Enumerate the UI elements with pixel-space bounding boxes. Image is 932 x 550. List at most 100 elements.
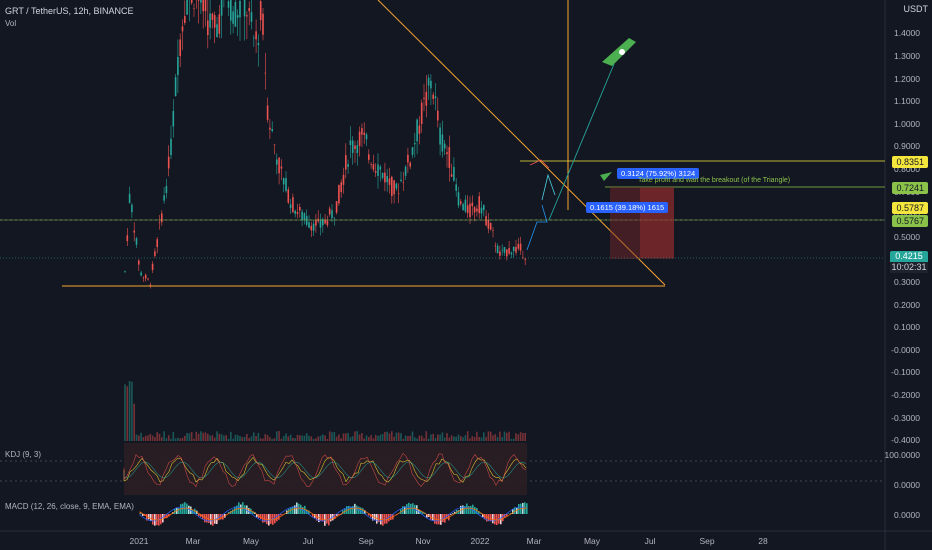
candle-body xyxy=(236,15,239,18)
time-tick: 28 xyxy=(758,536,768,546)
volume-bar xyxy=(331,432,333,441)
macd-bar xyxy=(404,506,406,514)
volume-bar xyxy=(460,436,462,441)
candle-body xyxy=(216,24,218,38)
price-tick: 0.1000 xyxy=(894,322,920,333)
volume-bar xyxy=(197,433,200,441)
volume-bar xyxy=(190,431,193,441)
volume-bar xyxy=(515,433,517,441)
candle-body xyxy=(151,263,154,271)
candle-body xyxy=(427,77,430,86)
volume-bar xyxy=(416,438,418,441)
macd-bar xyxy=(496,514,498,526)
macd-bar xyxy=(484,514,486,520)
macd-bar xyxy=(290,507,292,514)
volume-bar xyxy=(174,438,177,441)
macd-bar xyxy=(336,514,338,516)
time-tick: Nov xyxy=(415,536,431,546)
measure-label-lower[interactable]: 0.1615 (39.18%) 1615 xyxy=(586,202,669,213)
macd-bar xyxy=(490,514,492,522)
macd-bar xyxy=(368,514,370,516)
candle-body xyxy=(138,260,140,265)
candle-body xyxy=(209,13,211,28)
macd-bar xyxy=(476,507,478,514)
macd-bar xyxy=(198,514,200,517)
macd-label[interactable]: MACD (12, 26, close, 9, EMA, EMA) xyxy=(5,502,134,511)
candle-body xyxy=(377,164,379,176)
volume-bar xyxy=(363,438,365,441)
macd-bar xyxy=(464,506,466,514)
candle-body xyxy=(379,166,382,170)
macd-bar xyxy=(168,514,170,517)
kdj-tick: 0.0000 xyxy=(894,480,920,490)
volume-bar xyxy=(156,432,158,441)
macd-bar xyxy=(462,505,464,514)
macd-bar xyxy=(348,505,350,514)
volume-bar xyxy=(342,433,345,441)
kdj-label[interactable]: KDJ (9, 3) xyxy=(5,450,42,459)
volume-bar xyxy=(464,435,467,441)
time-tick: 2021 xyxy=(129,536,149,546)
candle-body xyxy=(190,0,193,3)
volume-bar xyxy=(384,432,386,441)
volume-bar xyxy=(489,431,492,441)
volume-bar xyxy=(271,438,273,441)
volume-bar xyxy=(407,436,409,441)
current-price-badge: 0.4215 10:02:31 xyxy=(890,251,928,273)
annotation-text[interactable]: Take profit and wait the breakout (of th… xyxy=(638,177,791,184)
kdj-k-line xyxy=(123,456,527,483)
volume-bar xyxy=(186,432,188,441)
candle-body xyxy=(303,213,306,220)
candle-body xyxy=(170,138,172,156)
volume-bar xyxy=(457,434,460,441)
candle-body xyxy=(407,154,409,163)
volume-bar xyxy=(400,433,402,441)
volume-bar xyxy=(503,431,506,441)
candle-body xyxy=(246,15,248,17)
macd-bar xyxy=(398,513,400,514)
currency-label[interactable]: USDT xyxy=(903,4,929,14)
volume-bar xyxy=(420,435,423,441)
candle-body xyxy=(253,37,255,39)
symbol-title[interactable]: GRT / TetherUS, 12h, BINANCE xyxy=(5,6,134,16)
time-tick: Mar xyxy=(526,536,542,546)
candle-body xyxy=(156,239,158,248)
volume-bar xyxy=(388,433,391,441)
volume-bar xyxy=(227,438,230,441)
flag-icon xyxy=(600,172,612,181)
candle-body xyxy=(184,16,186,23)
volume-bar xyxy=(216,431,218,441)
price-tick: 1.2000 xyxy=(894,73,920,84)
candle-body xyxy=(462,203,464,211)
volume-bar xyxy=(154,437,156,441)
volume-bar xyxy=(282,436,285,441)
macd-bar xyxy=(320,514,322,521)
candle-body xyxy=(476,208,478,212)
candle-body xyxy=(181,26,184,32)
candle-body xyxy=(174,77,177,97)
candle-body xyxy=(420,102,423,125)
macd-bar xyxy=(370,514,372,518)
volume-bar xyxy=(299,435,301,441)
macd-bar xyxy=(142,514,144,516)
volume-bar xyxy=(296,434,299,441)
volume-bar xyxy=(434,437,437,441)
volume-bar xyxy=(381,433,384,441)
candle-body xyxy=(144,274,147,279)
time-tick: May xyxy=(583,536,601,546)
volume-bar xyxy=(370,435,372,441)
measure-box xyxy=(610,187,674,259)
volume-bar xyxy=(230,431,232,441)
volume-bar xyxy=(397,432,400,441)
volume-bar xyxy=(506,432,508,441)
volume-bar xyxy=(508,431,510,441)
triangle-upper-trendline xyxy=(377,0,666,286)
candle-body xyxy=(135,238,138,245)
candle-body xyxy=(186,0,188,15)
candle-body xyxy=(165,185,168,194)
candle-body xyxy=(432,94,434,99)
macd-bar xyxy=(380,514,382,525)
candle-body xyxy=(480,207,483,214)
measure-label-upper[interactable]: 0.3124 (75.92%) 3124 xyxy=(617,168,700,179)
